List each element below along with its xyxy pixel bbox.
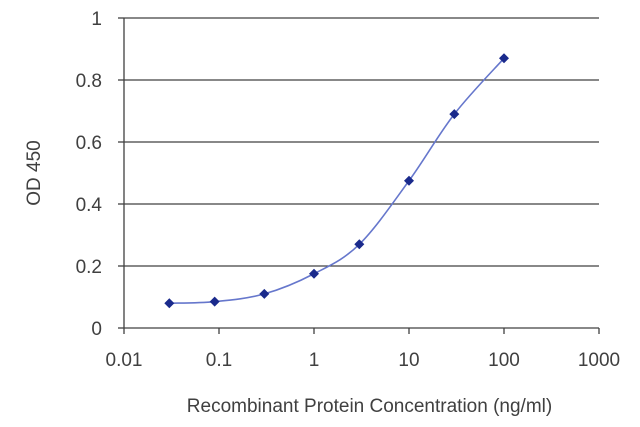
data-point-marker xyxy=(259,288,270,299)
data-point-marker xyxy=(164,298,175,309)
x-tick-label: 0.1 xyxy=(206,350,232,371)
x-tick-label: 0.01 xyxy=(106,350,143,371)
x-tick-label: 1 xyxy=(309,350,320,371)
x-ticks: 0.01 0.1 1 10 100 1000 xyxy=(106,328,620,371)
y-tick-label: 0.2 xyxy=(76,257,102,278)
x-tick-label: 10 xyxy=(398,350,419,371)
grid-lines xyxy=(124,17,599,267)
y-tick-label: 1 xyxy=(91,9,102,30)
x-axis-title: Recombinant Protein Concentration (ng/ml… xyxy=(187,396,552,417)
data-series xyxy=(164,53,509,309)
axes xyxy=(123,18,599,329)
x-tick-label: 1000 xyxy=(578,350,620,371)
y-tick-label: 0.4 xyxy=(76,195,103,216)
y-axis-title: OD 450 xyxy=(24,140,45,205)
y-tick-label: 0.8 xyxy=(76,71,102,92)
y-ticks: 0 0.2 0.4 0.6 0.8 1 xyxy=(76,9,124,340)
y-tick-label: 0 xyxy=(91,319,102,340)
data-point-marker xyxy=(209,296,220,307)
data-point-marker xyxy=(309,268,319,279)
data-point-marker xyxy=(499,53,509,64)
x-tick-label: 100 xyxy=(488,350,520,371)
data-point-marker xyxy=(354,239,365,250)
data-point-marker xyxy=(449,109,460,120)
y-tick-label: 0.6 xyxy=(76,133,102,154)
data-point-marker xyxy=(404,175,414,186)
